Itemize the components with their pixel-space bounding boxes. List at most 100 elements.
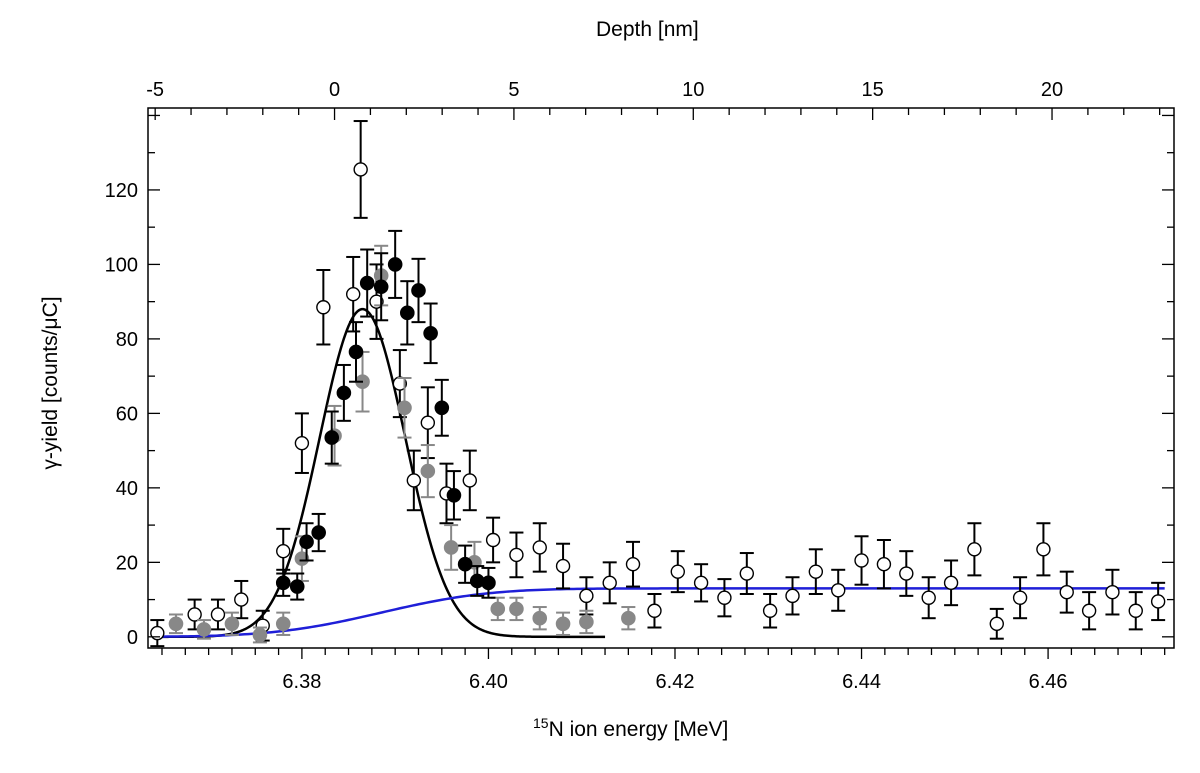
black-filled-circles-point bbox=[336, 363, 352, 422]
open-circles-point bbox=[316, 269, 331, 346]
open-circles-point bbox=[1128, 591, 1143, 631]
marker bbox=[411, 283, 426, 298]
y-tick-label: 0 bbox=[127, 627, 138, 649]
marker bbox=[397, 400, 412, 416]
marker bbox=[785, 588, 800, 604]
y-axis-title-suffix: C] bbox=[39, 296, 62, 318]
x-tick-label: 6.46 bbox=[1029, 671, 1068, 693]
marker bbox=[399, 305, 415, 321]
open-circles-point bbox=[276, 527, 291, 575]
marker bbox=[1128, 603, 1143, 618]
top-axis-title-text: Depth [nm] bbox=[596, 18, 699, 41]
marker bbox=[210, 607, 226, 622]
marker bbox=[967, 542, 982, 557]
open-circles-point bbox=[785, 576, 800, 616]
black-filled-circles-point bbox=[311, 512, 326, 553]
open-circles-point bbox=[579, 576, 594, 616]
marker bbox=[234, 592, 249, 607]
marker bbox=[294, 551, 310, 566]
black-filled-circles-point bbox=[423, 302, 438, 365]
marker bbox=[443, 540, 459, 555]
marker bbox=[899, 566, 914, 581]
background-fit-curve bbox=[157, 587, 1165, 638]
marker bbox=[224, 616, 240, 632]
marker bbox=[876, 557, 892, 572]
black-filled-circles-point bbox=[275, 568, 291, 597]
open-circles-point bbox=[647, 593, 662, 629]
top-tick-label: 5 bbox=[508, 79, 519, 101]
black-filled-circles-point bbox=[289, 572, 305, 601]
open-circles-point bbox=[989, 607, 1004, 640]
marker bbox=[602, 575, 617, 591]
top-tick-label: 20 bbox=[1041, 79, 1063, 101]
marker bbox=[187, 607, 202, 622]
black-filled-circles-point bbox=[359, 248, 375, 318]
marker bbox=[509, 601, 524, 617]
open-circles-point bbox=[670, 550, 685, 594]
open-circles-point bbox=[294, 412, 310, 474]
plot-frame bbox=[147, 107, 1175, 649]
open-circles-point bbox=[899, 550, 914, 597]
marker bbox=[1012, 590, 1028, 605]
open-circles-point bbox=[1059, 570, 1074, 614]
marker bbox=[420, 463, 436, 479]
open-circles-point bbox=[1081, 591, 1097, 631]
open-circles-point bbox=[1105, 568, 1120, 616]
marker bbox=[446, 488, 462, 503]
x-tick-label: 6.38 bbox=[282, 671, 321, 693]
gray-filled-circles-point bbox=[532, 606, 548, 631]
gray-filled-circles-point bbox=[275, 611, 291, 636]
marker bbox=[336, 385, 352, 401]
gray-filled-circles-point bbox=[621, 606, 636, 631]
marker bbox=[831, 583, 846, 598]
marker bbox=[555, 558, 571, 574]
open-circles-point bbox=[808, 548, 824, 595]
y-tick-label: 120 bbox=[105, 180, 138, 202]
x-axis-title: 15N ion energy [MeV] bbox=[533, 715, 728, 742]
black-filled-circles-point bbox=[411, 257, 426, 324]
marker bbox=[406, 473, 422, 488]
open-circles-point bbox=[967, 522, 982, 577]
open-circles-point bbox=[921, 576, 936, 620]
marker bbox=[555, 616, 571, 632]
gray-filled-circles-point bbox=[252, 626, 268, 644]
marker bbox=[457, 556, 473, 572]
black-filled-circles-point bbox=[434, 378, 450, 437]
marker bbox=[289, 579, 305, 594]
top-tick-label: 0 bbox=[329, 79, 340, 101]
marker bbox=[693, 575, 709, 591]
axes: 6.38 6.40 6.42 6.44 6.46 -5 0 5 10 15 20 0 20 40 60 80 1… bbox=[105, 79, 1175, 693]
marker bbox=[485, 532, 501, 548]
open-circles-point bbox=[485, 516, 501, 564]
open-circles-point bbox=[532, 522, 547, 573]
open-circles-point bbox=[943, 559, 959, 607]
black-filled-circles-point bbox=[481, 566, 496, 599]
marker bbox=[579, 588, 594, 604]
marker bbox=[490, 601, 506, 617]
open-circles-point bbox=[717, 578, 732, 618]
y-tick-label: 80 bbox=[116, 329, 138, 351]
x-tick-label: 6.42 bbox=[656, 671, 695, 693]
open-circles-point bbox=[555, 542, 571, 590]
gray-filled-circles-point bbox=[555, 611, 571, 636]
gray-filled-circles-point bbox=[509, 596, 524, 622]
y-axis-title-prefix: γ-yield [counts/ bbox=[39, 329, 62, 470]
marker bbox=[621, 610, 636, 626]
gray-filled-circles-point bbox=[490, 596, 506, 622]
marker bbox=[625, 557, 641, 572]
marker bbox=[423, 326, 438, 341]
open-circles-point bbox=[739, 552, 755, 595]
gray-filled-circles-point bbox=[420, 444, 436, 499]
marker bbox=[670, 564, 685, 579]
marker bbox=[359, 275, 375, 291]
y-tick-label: 20 bbox=[116, 552, 138, 574]
marker bbox=[316, 300, 331, 315]
marker bbox=[921, 590, 936, 605]
marker bbox=[1150, 594, 1166, 609]
marker bbox=[387, 257, 403, 272]
top-tick-label: -5 bbox=[146, 79, 164, 101]
open-circles-point bbox=[854, 535, 869, 586]
marker bbox=[346, 287, 361, 302]
open-circles-point bbox=[346, 255, 361, 333]
